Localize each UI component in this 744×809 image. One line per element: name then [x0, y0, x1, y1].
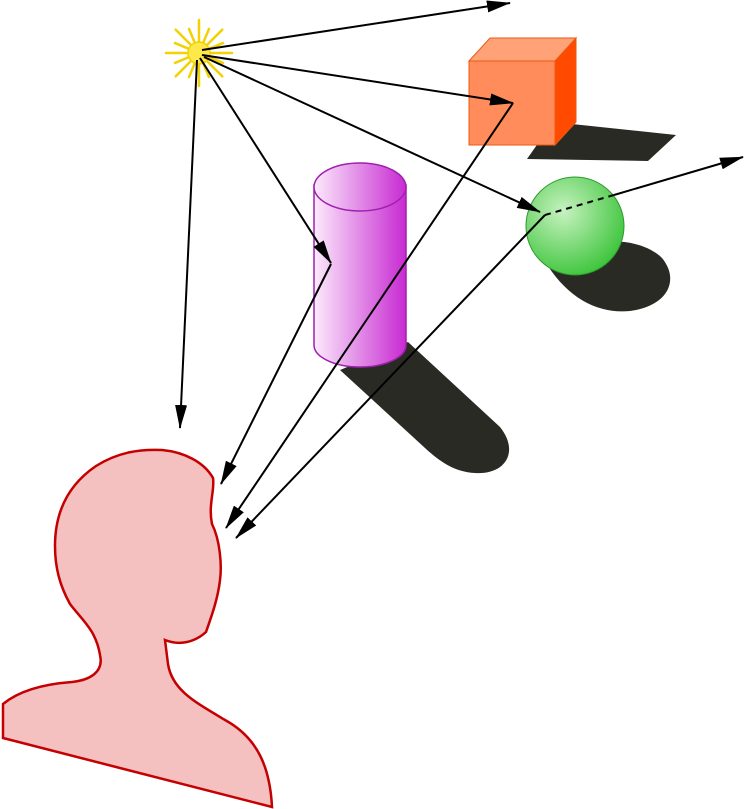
sun-ray: [204, 28, 224, 48]
sun-ray: [187, 27, 197, 46]
sun-ray: [204, 58, 224, 78]
cylinder-shadow: [340, 342, 510, 474]
sun-ray: [187, 60, 197, 79]
sun-ray: [206, 55, 225, 65]
sun-icon: [164, 18, 234, 88]
ray-sun-to-viewer: [175, 59, 198, 429]
cylinder: [313, 162, 407, 368]
ray-sun-to-sphere: [203, 56, 541, 213]
ray-cylinder-to-viewer: [220, 263, 332, 485]
ray-sun-to-cylinder: [199, 57, 332, 264]
sun-ray: [173, 55, 192, 65]
ray-sphere-exit: [613, 156, 744, 196]
sun-core: [187, 41, 211, 65]
sun-ray: [174, 58, 194, 78]
ray-sun-to-cube: [201, 54, 514, 106]
ray-sun-to-sky: [201, 0, 511, 51]
sphere: [525, 176, 625, 276]
ray-sphere-to-viewer: [235, 214, 546, 539]
ray-through-sphere: [544, 194, 615, 216]
ray-cube-to-viewer: [225, 102, 514, 529]
sun-ray: [201, 27, 211, 46]
sun-ray: [174, 28, 194, 48]
sun-ray: [173, 41, 192, 51]
cylinder-top: [313, 162, 407, 212]
light-rays: [175, 0, 744, 539]
head-silhouette-icon: [1, 448, 274, 809]
cube: [467, 36, 578, 147]
cylinder-body: [313, 184, 407, 368]
